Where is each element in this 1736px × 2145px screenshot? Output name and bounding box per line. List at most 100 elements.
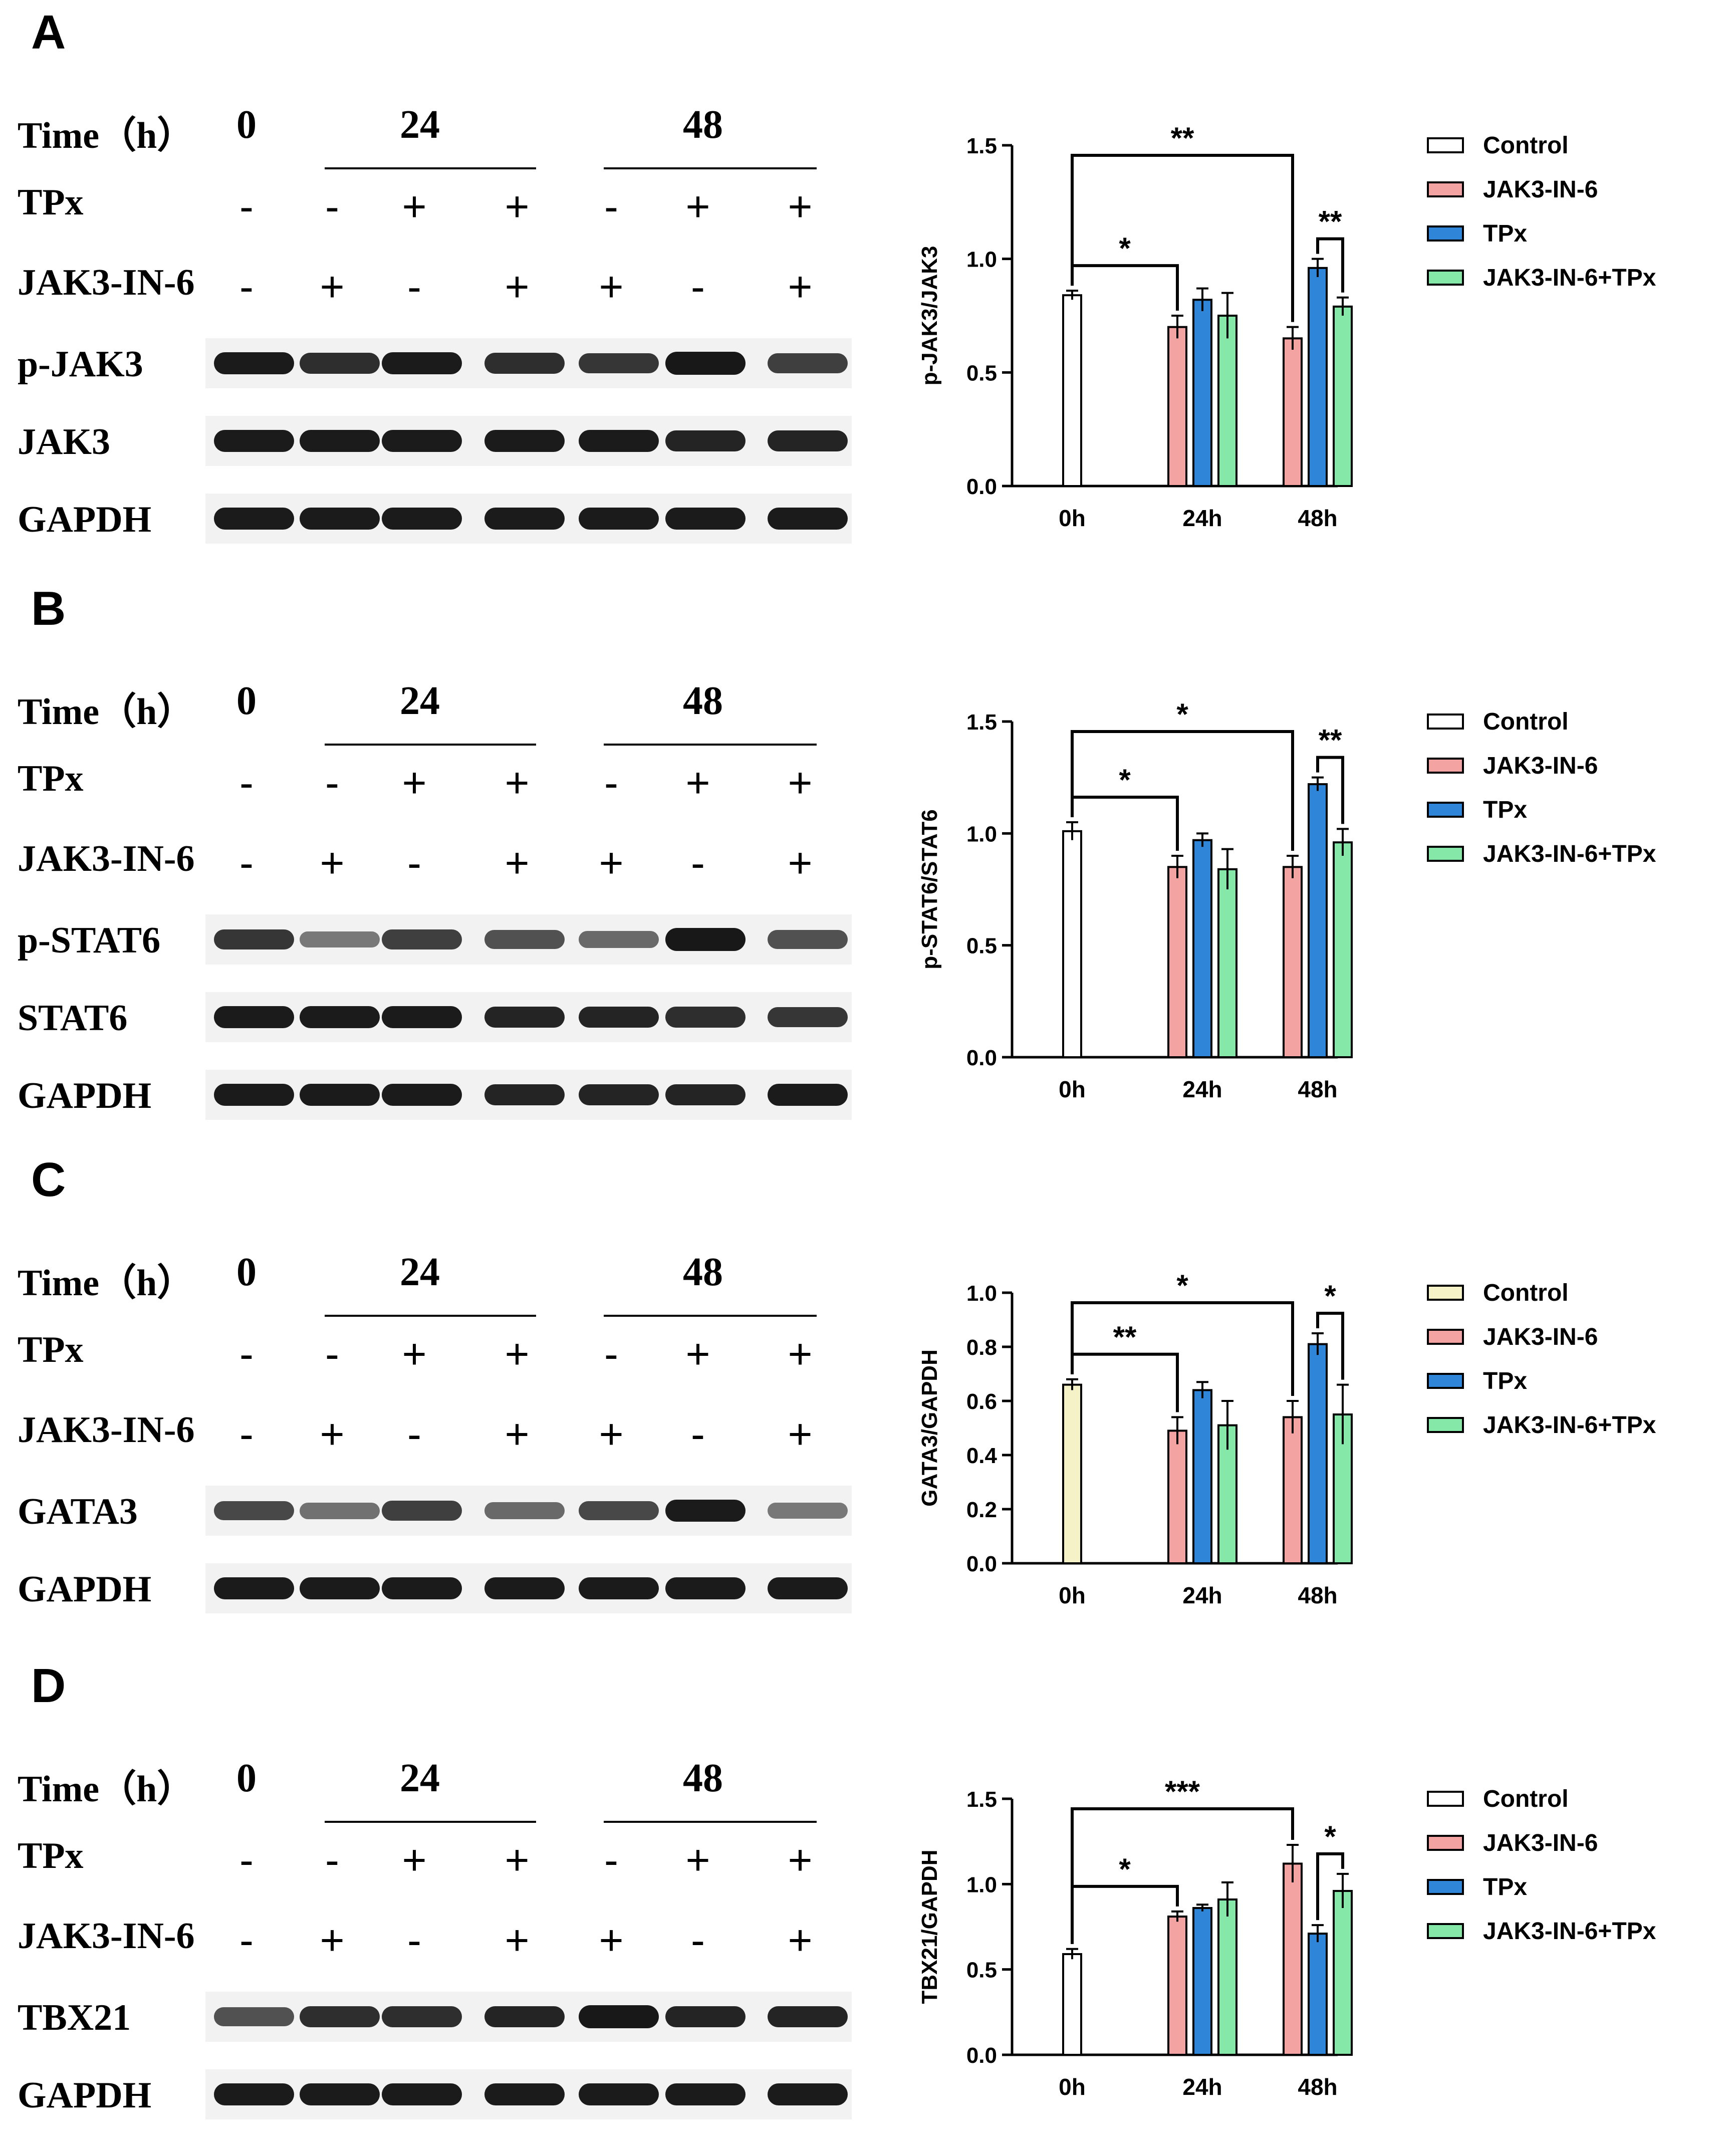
significance-bracket <box>1071 154 1294 322</box>
tpx-sign: - <box>325 1836 339 1883</box>
bar <box>1308 783 1328 1059</box>
panel-d: D Time（h） TPx JAK3-IN-6 0 24 48 - - - + + - + + - + + - + + T… <box>0 1653 1736 2145</box>
jak-sign: - <box>239 1917 254 1964</box>
bar <box>1167 866 1187 1058</box>
x-tick-label: 0h <box>1059 2074 1086 2100</box>
time-value: 48 <box>683 103 723 147</box>
blot-band <box>300 931 380 947</box>
x-tick-label: 0h <box>1059 505 1086 531</box>
y-tick-label: 1.5 <box>966 134 997 158</box>
x-tick-label: 48h <box>1298 505 1337 531</box>
protein-label: p-JAK3 <box>18 344 143 385</box>
significance-label: * <box>1119 1852 1131 1886</box>
significance-label: *** <box>1165 1775 1200 1808</box>
blot-band <box>768 1007 848 1028</box>
significance-label: * <box>1176 697 1188 731</box>
jak-sign: - <box>691 839 705 886</box>
tpx-sign: + <box>685 183 710 230</box>
time-value: 24 <box>400 1756 440 1800</box>
significance-bracket <box>1071 1884 1179 1944</box>
bar <box>1217 315 1237 487</box>
protein-label: JAK3 <box>18 421 110 462</box>
jak-sign: - <box>239 263 254 310</box>
legend-label: Control <box>1483 1280 1569 1306</box>
panel-letter: B <box>31 582 66 635</box>
blot-band <box>665 430 746 452</box>
jak-sign: + <box>320 1917 345 1964</box>
y-axis-label: p-JAK3/JAK3 <box>917 246 942 386</box>
jak-sign: + <box>788 1410 813 1458</box>
tpx-sign: - <box>325 183 339 230</box>
blot-band <box>382 929 462 949</box>
tpx-sign: + <box>788 183 813 230</box>
blot-band <box>768 508 848 530</box>
blot-band <box>665 1577 746 1599</box>
protein-label: p-STAT6 <box>18 920 161 961</box>
blot-band <box>214 2083 294 2105</box>
y-tick-label: 0.8 <box>966 1335 997 1360</box>
tpx-label: TPx <box>18 182 84 223</box>
tpx-sign: + <box>788 1330 813 1377</box>
significance-bracket <box>1071 1301 1294 1396</box>
blot-band <box>300 430 380 452</box>
y-axis-label: p-STAT6/STAT6 <box>917 809 942 969</box>
x-tick-label: 24h <box>1182 505 1222 531</box>
y-tick-label: 1.0 <box>966 1872 997 1897</box>
blot-band <box>214 929 294 950</box>
bar <box>1283 337 1303 487</box>
bar <box>1333 841 1353 1058</box>
blot-band <box>579 1084 659 1106</box>
group-underline <box>604 744 817 746</box>
time-label: Time（h） <box>18 115 194 156</box>
legend-swatch <box>1427 713 1464 730</box>
blot-band <box>300 2006 380 2027</box>
tpx-sign: - <box>239 1836 254 1883</box>
blot-band <box>768 930 848 949</box>
legend-swatch <box>1427 1791 1464 1807</box>
blot-band <box>300 508 380 530</box>
bar <box>1217 1898 1237 2056</box>
blot-band <box>382 1577 462 1599</box>
bar <box>1167 1429 1187 1564</box>
blot-band <box>768 430 848 452</box>
jak-sign: + <box>320 263 345 310</box>
blot-band <box>665 1007 746 1028</box>
blot-band <box>214 508 294 530</box>
tpx-sign: - <box>604 1836 618 1883</box>
time-value: 24 <box>400 103 440 147</box>
x-tick-label: 24h <box>1182 2074 1222 2100</box>
legend-swatch <box>1427 225 1464 242</box>
blot-band <box>300 1084 380 1106</box>
bar <box>1062 830 1082 1058</box>
y-tick-label: 1.0 <box>966 1281 997 1306</box>
blot-band <box>768 1503 848 1519</box>
group-underline <box>325 1315 536 1317</box>
significance-bracket <box>1071 1807 1294 1944</box>
blot-band <box>300 1502 380 1519</box>
blot-band <box>579 1006 659 1028</box>
group-underline <box>604 167 817 169</box>
tpx-sign: + <box>505 1836 530 1883</box>
blot-band <box>484 1084 565 1106</box>
panel-c: C Time（h） TPx JAK3-IN-6 0 24 48 - - - + + - + + - + + - + + G… <box>0 1147 1736 1653</box>
bar <box>1333 1413 1353 1564</box>
time-value: 0 <box>236 103 257 147</box>
legend-swatch <box>1427 1329 1464 1345</box>
significance-bracket <box>1071 264 1179 311</box>
blot-band <box>579 1501 659 1521</box>
y-tick-label: 0.5 <box>966 361 997 385</box>
jak-sign: - <box>691 1410 705 1458</box>
blot-band <box>214 2007 294 2026</box>
tpx-sign: + <box>685 1330 710 1377</box>
bar <box>1217 868 1237 1058</box>
blot-band <box>300 1577 380 1599</box>
blot-band <box>484 930 565 949</box>
bar <box>1192 299 1212 487</box>
x-tick-label: 24h <box>1182 1076 1222 1102</box>
time-value: 48 <box>683 1250 723 1294</box>
legend-swatch <box>1427 1923 1464 1939</box>
y-tick-label: 1.5 <box>966 710 997 735</box>
y-tick-label: 0.2 <box>966 1498 997 1522</box>
